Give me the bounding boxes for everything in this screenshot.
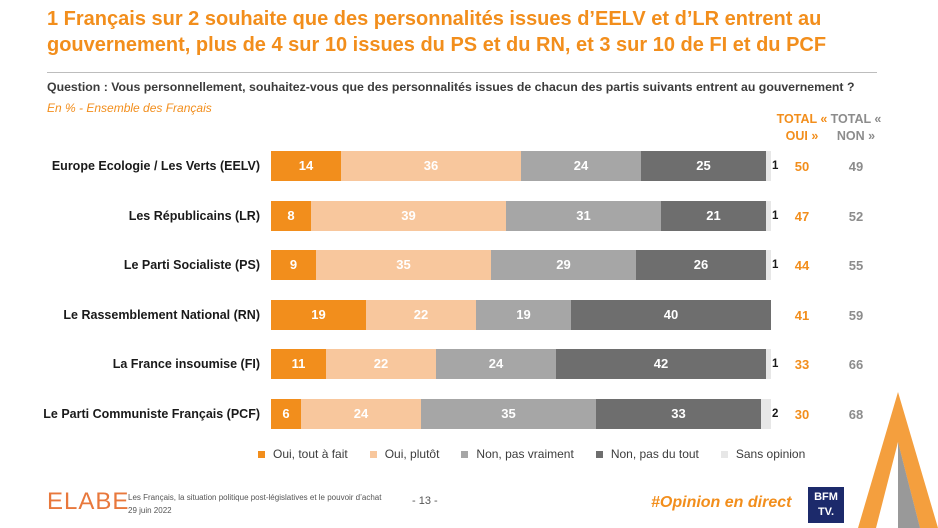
bar-segment: 22	[366, 299, 476, 330]
chart-legend: Oui, tout à fait Oui, plutôt Non, pas vrai…	[258, 447, 805, 461]
total-non-value: 49	[848, 159, 864, 174]
bar-segment: 40	[571, 299, 771, 330]
bar-segment: 19	[271, 299, 366, 330]
bar-segment	[766, 349, 771, 379]
elabe-logo: ELABE	[47, 488, 130, 515]
bar-segment: 14	[271, 151, 341, 181]
bar-segment: 22	[326, 349, 436, 379]
total-non-value: 59	[848, 307, 864, 323]
footer-study-info: Les Français, la situation politique pos…	[128, 491, 381, 517]
sans-opinion-label: 1	[772, 160, 779, 172]
bar-segment	[761, 398, 771, 429]
bar-segment: 24	[301, 398, 421, 429]
footer-date: 29 juin 2022	[128, 506, 172, 515]
bar-segment: 29	[491, 250, 636, 280]
bar-segment: 11	[271, 349, 326, 379]
total-non-value: 52	[848, 208, 864, 224]
category-label: Le Parti Socialiste (PS)	[123, 258, 260, 272]
elabe-corner-emblem-icon	[858, 392, 938, 528]
bar-segment: 19	[476, 299, 571, 330]
bar-segment: 25	[641, 151, 766, 181]
category-label: Le Rassemblement National (RN)	[63, 307, 260, 322]
total-oui-value: 50	[794, 159, 810, 174]
legend-item: Oui, plutôt	[369, 447, 440, 461]
bar-segment: 6	[271, 398, 301, 429]
bar-segment: 9	[271, 250, 316, 280]
legend-item: Non, pas du tout	[595, 447, 699, 461]
category-label: Europe Ecologie / Les Verts (EELV)	[51, 159, 260, 173]
legend-swatch	[258, 450, 265, 458]
legend-swatch	[461, 450, 469, 458]
legend-item: Non, pas vraiment	[461, 447, 574, 461]
sans-opinion-label: 1	[772, 259, 779, 271]
footer-study-title: Les Français, la situation politique pos…	[128, 493, 382, 502]
total-oui-value: 33	[794, 357, 810, 372]
total-oui-value: 41	[794, 307, 810, 323]
subtitle: En % - Ensemble des Français	[47, 101, 212, 115]
question-text: Question : Vous personnellement, souhait…	[47, 80, 855, 94]
page-title: 1 Français sur 2 souhaite que des person…	[47, 8, 827, 56]
bar-segment: 35	[316, 250, 491, 280]
page-number: - 13 -	[412, 495, 438, 507]
bar-segment: 35	[421, 398, 596, 429]
legend-label: Oui, plutôt	[384, 447, 440, 461]
legend-item: Sans opinion	[720, 447, 806, 461]
legend-label: Non, pas du tout	[610, 447, 699, 461]
bfmtv-logo-line2: TV.	[817, 506, 835, 518]
legend-swatch	[720, 450, 728, 458]
total-oui-value: 47	[794, 208, 810, 224]
legend-label: Sans opinion	[735, 447, 806, 461]
legend-label: Non, pas vraiment	[476, 447, 574, 461]
bar-segment	[766, 200, 771, 231]
total-oui-value: 30	[794, 406, 810, 422]
total-oui-value: 44	[794, 258, 810, 273]
bar-segment: 8	[271, 200, 311, 231]
bar-segment: 39	[311, 200, 506, 231]
category-label: La France insoumise (FI)	[112, 357, 260, 371]
legend-swatch	[595, 450, 603, 458]
legend-label: Oui, tout à fait	[273, 447, 348, 461]
divider	[47, 72, 877, 73]
total-non-value: 55	[848, 258, 864, 273]
bar-segment	[766, 151, 771, 181]
sans-opinion-label: 1	[772, 209, 779, 222]
total-non-value: 66	[848, 357, 864, 372]
bar-segment: 26	[636, 250, 766, 280]
bar-segment: 33	[596, 398, 761, 429]
total-non-header: TOTAL « NON »	[830, 112, 882, 143]
bar-segment	[766, 250, 771, 280]
bar-segment: 24	[521, 151, 641, 181]
bar-segment: 24	[436, 349, 556, 379]
bar-segment: 42	[556, 349, 766, 379]
opinion-hashtag: #Opinion en direct	[651, 494, 792, 511]
bar-segment: 31	[506, 200, 661, 231]
bar-segment: 36	[341, 151, 521, 181]
sans-opinion-label: 1	[772, 358, 779, 370]
category-label: Les Républicains (LR)	[128, 208, 260, 223]
total-oui-header: TOTAL « OUI »	[776, 112, 828, 143]
bar-segment: 21	[661, 200, 766, 231]
bfmtv-logo-line1: BFM	[814, 491, 838, 503]
legend-item: Oui, tout à fait	[258, 447, 348, 461]
category-label: Le Parti Communiste Français (PCF)	[43, 406, 260, 421]
bfmtv-logo: BFM TV.	[808, 487, 844, 523]
total-non-value: 68	[848, 406, 864, 422]
legend-swatch	[369, 450, 377, 458]
sans-opinion-label: 2	[772, 407, 779, 420]
